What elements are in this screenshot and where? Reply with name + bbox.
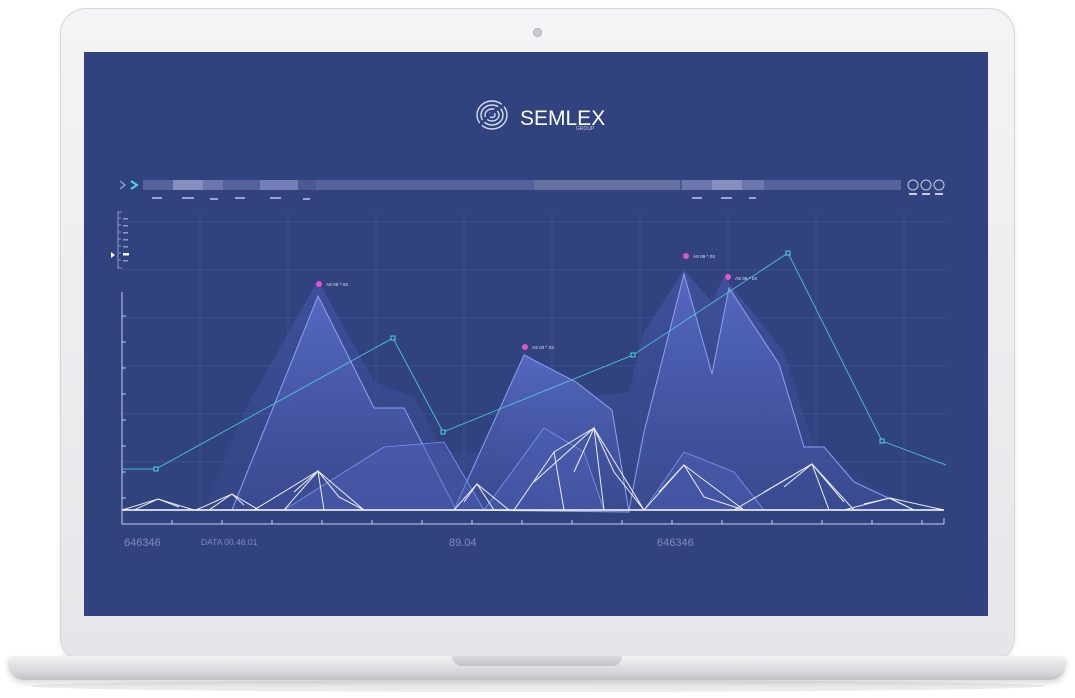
- chart-axes: [121, 292, 945, 525]
- laptop-notch: [452, 656, 622, 666]
- trend-point[interactable]: [440, 429, 446, 435]
- dashboard-svg: SEMLEX GROUP: [111, 100, 947, 549]
- timeline-segment[interactable]: [260, 180, 298, 190]
- timeline-segment[interactable]: [534, 180, 682, 190]
- timeline-tick-label: [210, 198, 218, 200]
- triangle-pointer-icon[interactable]: [111, 252, 115, 258]
- peak-marker[interactable]: AS 09 ^ 03: [725, 274, 757, 281]
- marker-label: AS 03 ^ 03: [532, 345, 554, 350]
- peak-markers: AS 09 ^ 03 AS 03 ^ 03 AS 09 ^ 03 AS 09 ^…: [316, 253, 757, 350]
- chart-area: [231, 272, 915, 513]
- timeline-tick-label: [721, 197, 732, 199]
- peak-marker[interactable]: AS 09 ^ 03: [316, 281, 348, 287]
- peak-marker[interactable]: AS 03 ^ 03: [522, 344, 554, 350]
- asterisk-icon: [316, 281, 322, 287]
- scale-widget[interactable]: [117, 211, 122, 269]
- wireframe-peaks: [121, 426, 945, 511]
- timeline-segment[interactable]: [742, 180, 764, 190]
- axis-label: DATA 00.46.01: [201, 537, 258, 547]
- marker-label: AS 09 ^ 03: [326, 282, 348, 287]
- axis-label: 646346: [124, 537, 161, 549]
- timeline-tick-label: [182, 197, 194, 199]
- camera-icon: [533, 28, 542, 37]
- trend-line: [122, 250, 947, 472]
- timeline-segment[interactable]: [712, 180, 742, 190]
- asterisk-icon: [725, 274, 731, 280]
- arrow-right-icon: [130, 180, 139, 190]
- timeline-tick-label: [303, 198, 310, 200]
- laptop-shadow: [30, 680, 1045, 692]
- fingerprint-logo-icon: [476, 100, 508, 130]
- brand-logo: SEMLEX GROUP: [476, 100, 605, 132]
- axis-labels: 646346 DATA 00.46.01 89.04 646346: [124, 537, 694, 549]
- circle-icon[interactable]: [933, 179, 945, 191]
- asterisk-icon: [522, 344, 528, 350]
- asterisk-icon: [683, 253, 689, 259]
- brand-sub: GROUP: [576, 126, 595, 132]
- trend-point[interactable]: [630, 352, 636, 358]
- trend-point[interactable]: [879, 438, 885, 444]
- dashboard-screen: SEMLEX GROUP: [84, 52, 988, 616]
- timeline-segment[interactable]: [173, 180, 203, 190]
- marker-label: AS 09 ^ 03: [693, 254, 715, 259]
- trend-point[interactable]: [153, 466, 159, 472]
- trend-point[interactable]: [390, 335, 396, 341]
- timeline-segment[interactable]: [203, 180, 223, 190]
- timeline-tick-label: [692, 197, 702, 199]
- timeline[interactable]: [119, 179, 945, 200]
- arrow-right-icon: [119, 180, 127, 190]
- timeline-tick-label: [235, 197, 245, 199]
- timeline-segment[interactable]: [682, 180, 712, 190]
- timeline-tick-label: [152, 197, 162, 199]
- axis-label: 646346: [657, 537, 694, 549]
- peak-marker[interactable]: AS 09 ^ 03: [683, 253, 715, 259]
- circle-icon[interactable]: [920, 179, 932, 191]
- timeline-tick-label: [270, 197, 281, 199]
- timeline-bar[interactable]: [143, 180, 901, 190]
- trend-point[interactable]: [785, 250, 791, 256]
- marker-label: AS 09 ^ 03: [735, 276, 757, 281]
- axis-label: 89.04: [449, 537, 477, 549]
- brand-name: SEMLEX: [520, 107, 605, 130]
- timeline-segment[interactable]: [298, 180, 316, 190]
- circle-icon[interactable]: [907, 179, 919, 191]
- timeline-tick-label: [749, 197, 756, 199]
